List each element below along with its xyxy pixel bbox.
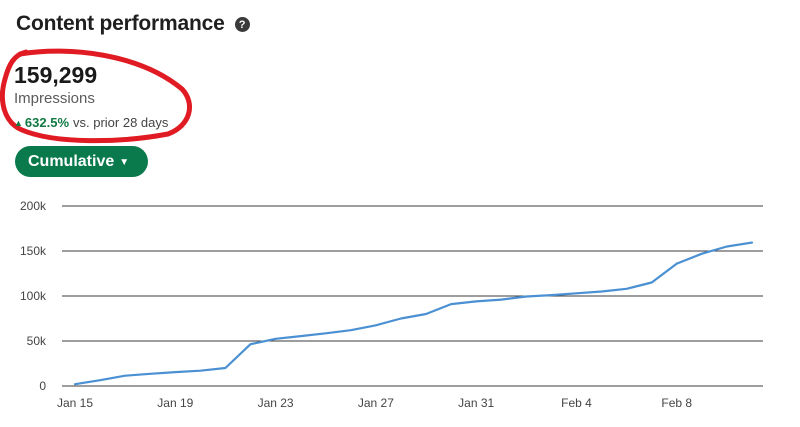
change-indicator: ▲ 632.5% vs. prior 28 days (14, 115, 168, 130)
y-tick-label: 0 (39, 379, 46, 393)
series-layer (72, 240, 755, 387)
impressions-value: 159,299 (14, 62, 98, 88)
grid-layer (62, 205, 763, 387)
data-point[interactable] (348, 327, 354, 333)
data-point[interactable] (674, 261, 680, 267)
header: Content performance ? (16, 12, 250, 36)
data-point[interactable] (724, 244, 730, 250)
x-tick-label: Feb 4 (561, 396, 592, 410)
question-circle-icon[interactable]: ? (234, 17, 250, 32)
y-tick-label: 150k (20, 244, 47, 258)
data-point[interactable] (298, 333, 304, 339)
y-axis-labels: 0 50k 100k 150k 200k (20, 199, 47, 393)
data-point[interactable] (498, 297, 504, 303)
x-tick-label: Jan 19 (157, 396, 193, 410)
data-point[interactable] (548, 292, 554, 298)
x-tick-label: Jan 15 (57, 396, 93, 410)
data-point[interactable] (222, 365, 228, 371)
data-point[interactable] (197, 368, 203, 374)
data-point[interactable] (448, 301, 454, 307)
data-point[interactable] (624, 286, 630, 292)
data-point[interactable] (323, 330, 329, 336)
data-point[interactable] (423, 311, 429, 317)
data-point[interactable] (248, 341, 254, 347)
change-period: vs. prior 28 days (73, 115, 169, 130)
cumulative-dropdown-button[interactable]: Cumulative ▼ (15, 146, 149, 177)
triangle-up-icon: ▲ (14, 117, 23, 128)
y-tick-label: 200k (20, 199, 47, 213)
data-point[interactable] (172, 369, 178, 375)
caret-down-icon: ▼ (119, 156, 130, 168)
x-tick-label: Jan 23 (258, 396, 294, 410)
series-line (73, 241, 754, 386)
page-title: Content performance (16, 12, 225, 35)
change-percent: 632.5% (24, 115, 70, 130)
impressions-line-chart: 0 50k 100k 150k 200k Jan 15 Jan 19 Jan 23 Jan 2… (20, 199, 763, 410)
data-point[interactable] (398, 316, 404, 322)
data-point[interactable] (122, 373, 128, 379)
data-point[interactable] (147, 371, 153, 377)
data-point[interactable] (649, 280, 655, 286)
x-tick-label: Jan 31 (458, 396, 494, 410)
data-point[interactable] (72, 381, 78, 387)
data-point[interactable] (749, 240, 755, 246)
data-point[interactable] (97, 377, 103, 383)
x-tick-label: Feb 8 (661, 396, 692, 410)
y-tick-label: 100k (20, 289, 47, 303)
y-tick-label: 50k (27, 334, 47, 348)
data-point[interactable] (523, 293, 529, 299)
data-point[interactable] (599, 289, 605, 295)
metric-summary: 159,299 Impressions ▲ 632.5% vs. prior 2… (14, 62, 168, 130)
data-point[interactable] (573, 290, 579, 296)
data-point[interactable] (373, 322, 379, 328)
x-axis-labels: Jan 15 Jan 19 Jan 23 Jan 27 Jan 31 Feb 4 Feb 8 (57, 396, 692, 410)
impressions-label: Impressions (14, 90, 95, 107)
data-point[interactable] (473, 298, 479, 304)
cumulative-label: Cumulative (28, 152, 115, 170)
data-point[interactable] (273, 336, 279, 342)
data-point[interactable] (699, 251, 705, 257)
x-tick-label: Jan 27 (358, 396, 394, 410)
